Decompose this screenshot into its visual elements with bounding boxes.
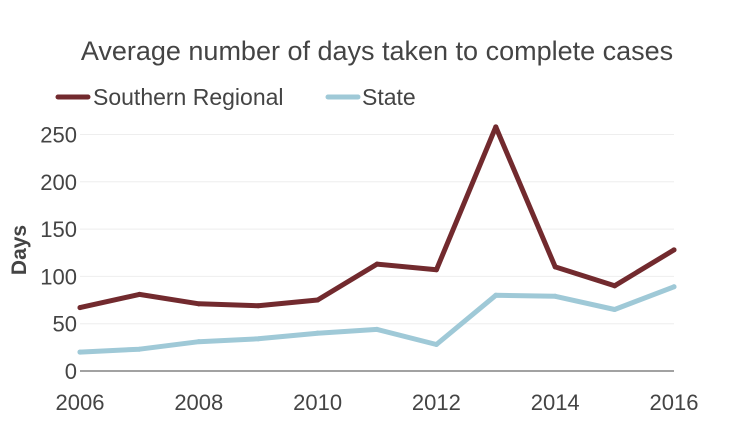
- y-tick-label: 100: [40, 264, 77, 289]
- data-point: [136, 291, 142, 297]
- y-tick-label: 0: [65, 359, 77, 384]
- data-point: [77, 305, 83, 311]
- data-point: [255, 336, 261, 342]
- y-tick-label: 150: [40, 217, 77, 242]
- x-tick-label: 2014: [531, 390, 580, 415]
- gridlines: [80, 133, 674, 372]
- y-axis-ticks: 0 50 100 150 200 250: [40, 122, 77, 384]
- x-tick-label: 2010: [293, 390, 342, 415]
- x-tick-label: 2012: [412, 390, 461, 415]
- data-point: [493, 292, 499, 298]
- legend-label-state: State: [362, 84, 416, 110]
- data-point: [552, 293, 558, 299]
- data-point: [612, 307, 618, 312]
- data-point: [136, 346, 142, 352]
- y-tick-label: 50: [53, 312, 77, 337]
- legend-label-southern-regional: Southern Regional: [93, 84, 284, 110]
- series-lines: [77, 124, 677, 355]
- data-point: [196, 339, 202, 345]
- data-point: [433, 267, 439, 273]
- data-point: [374, 261, 380, 267]
- x-tick-label: 2008: [174, 390, 223, 415]
- y-tick-label: 250: [40, 122, 77, 147]
- data-point: [552, 264, 558, 270]
- legend: Southern Regional State: [55, 84, 416, 110]
- data-point: [315, 330, 321, 336]
- data-point: [612, 283, 618, 289]
- data-point: [315, 297, 321, 303]
- data-point: [671, 284, 677, 290]
- data-point: [433, 342, 439, 348]
- data-point: [255, 303, 261, 309]
- x-tick-label: 2006: [56, 390, 105, 415]
- x-tick-label: 2016: [650, 390, 699, 415]
- y-axis-title: Days: [8, 225, 31, 275]
- data-point: [493, 124, 499, 130]
- x-axis-ticks: 2006 2008 2010 2012 2014 2016: [56, 390, 699, 415]
- chart-title: Average number of days taken to complete…: [81, 36, 673, 66]
- y-tick-label: 200: [40, 170, 77, 195]
- data-point: [196, 301, 202, 307]
- data-point: [77, 349, 83, 355]
- data-point: [374, 326, 380, 332]
- series-line-southern-regional: [77, 124, 677, 311]
- data-point: [671, 247, 677, 253]
